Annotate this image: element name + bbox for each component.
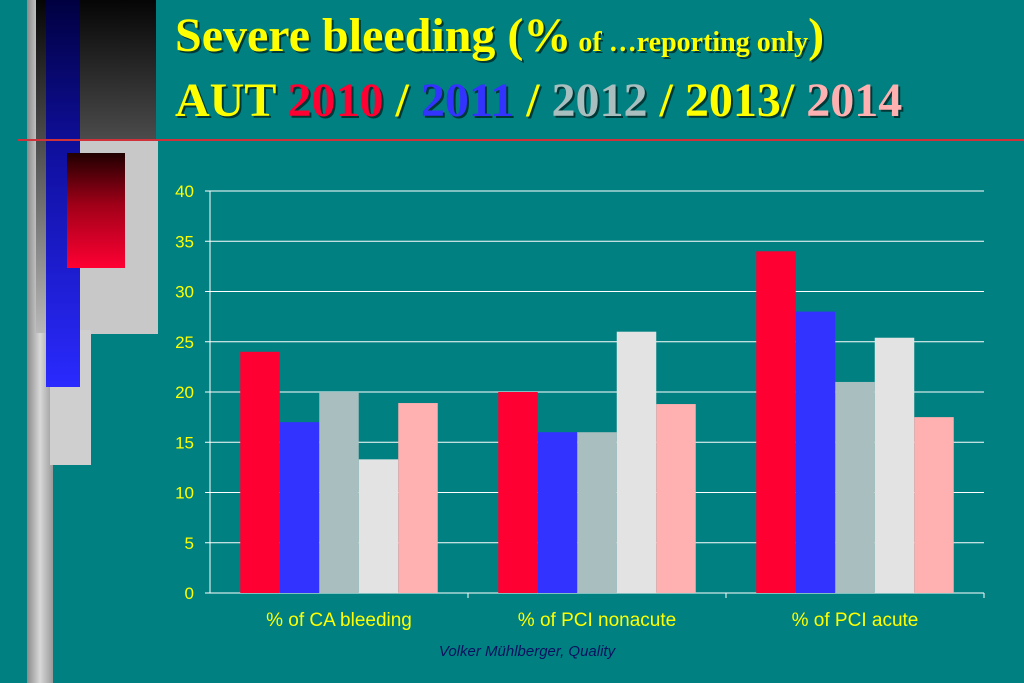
title-line2-segment: / <box>383 74 421 127</box>
title-line2-segment: 2014 <box>806 74 903 127</box>
y-tick-label: 35 <box>175 232 194 251</box>
title-close-paren: ) <box>808 9 825 62</box>
y-tick-label: 20 <box>175 383 194 402</box>
bar <box>616 331 657 593</box>
decor-red-block <box>67 153 125 268</box>
bar <box>398 403 438 593</box>
bar <box>537 432 578 593</box>
bar <box>279 422 320 593</box>
bar <box>319 392 359 593</box>
y-tick-label: 15 <box>175 433 194 452</box>
y-tick-label: 25 <box>175 333 194 352</box>
bar <box>914 417 954 593</box>
x-tick-label: % of PCI nonacute <box>518 610 676 631</box>
bar <box>874 337 915 593</box>
bar <box>795 311 836 593</box>
slide-title: Severe bleeding (% of …reporting only) A… <box>175 8 902 129</box>
bar <box>358 459 399 593</box>
title-line-1: Severe bleeding (% of …reporting only) <box>175 8 902 71</box>
y-tick-label: 40 <box>175 182 194 201</box>
title-small: of …reporting only <box>571 27 809 58</box>
bar <box>240 351 280 593</box>
bar <box>756 251 796 594</box>
bar <box>577 432 617 593</box>
title-line2-segment: 2012 <box>551 74 648 127</box>
y-tick-label: 5 <box>185 534 194 553</box>
title-line2-segment: AUT <box>175 74 288 127</box>
title-line2-segment: / 2013/ <box>647 74 807 127</box>
y-tick-label: 10 <box>175 484 194 503</box>
title-line2-segment: / <box>514 74 552 127</box>
title-main: Severe bleeding (% <box>175 9 572 62</box>
title-line2-segment: 2011 <box>420 74 515 127</box>
title-line2-segment: 2010 <box>287 74 384 127</box>
bar <box>656 404 696 593</box>
y-tick-label: 0 <box>185 584 194 603</box>
bar <box>498 392 538 593</box>
x-tick-label: % of CA bleeding <box>266 610 412 631</box>
title-underline <box>18 139 1024 141</box>
bar <box>835 381 875 593</box>
title-line-2: AUT 2010 / 2011 / 2012 / 2013/ 2014 <box>175 73 902 129</box>
x-tick-label: % of PCI acute <box>792 610 919 631</box>
footer-credit: Volker Mühlberger, Quality <box>438 643 616 660</box>
y-tick-label: 30 <box>175 283 194 302</box>
